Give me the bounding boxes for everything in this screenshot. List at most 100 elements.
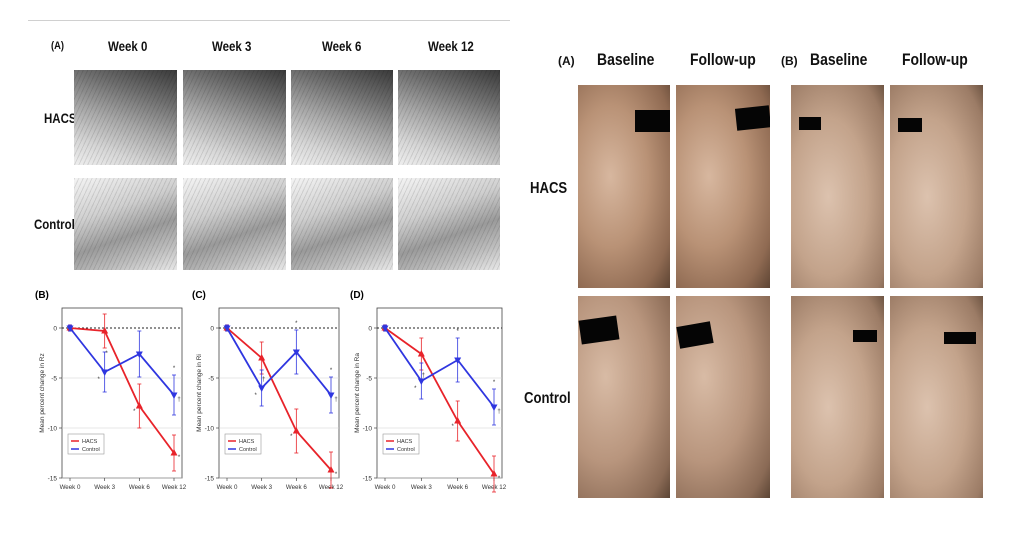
row-label-control: Control: [34, 216, 75, 232]
x-tick-label: Week 3: [94, 484, 115, 491]
significance-marker: *: [105, 351, 108, 357]
eye-censor-bar: [676, 321, 714, 349]
y-tick-label: 0: [53, 326, 57, 333]
data-point-hacs: [490, 470, 498, 477]
col-header-week3: Week 3: [212, 38, 252, 54]
chart-panel-label: (C): [192, 290, 206, 301]
replica-control-week3: [183, 178, 286, 270]
data-point-control: [258, 385, 266, 392]
y-tick-label: -15: [205, 476, 215, 483]
series-line-hacs: [226, 327, 332, 471]
significance-marker: †: [334, 397, 337, 403]
eye-censor-bar: [853, 330, 877, 342]
significance-marker: *: [178, 455, 181, 461]
legend-label: Control: [239, 447, 257, 453]
col-header-week6: Week 6: [322, 38, 362, 54]
x-tick-label: Week 3: [251, 484, 272, 491]
photo-control-followup-a: [676, 296, 770, 498]
y-tick-label: -5: [51, 376, 57, 383]
series-line-control: [69, 327, 175, 396]
x-tick-label: Week 6: [447, 484, 468, 491]
x-tick-label: Week 0: [217, 484, 238, 491]
significance-marker: †: [262, 377, 265, 383]
x-tick-label: Week 0: [375, 484, 396, 491]
figure-top-rule: [28, 20, 510, 21]
data-point-control: [101, 369, 109, 376]
series-line-hacs: [69, 327, 175, 454]
replica-control-week0: [74, 178, 177, 270]
y-tick-label: -5: [208, 376, 214, 383]
data-point-hacs: [135, 402, 143, 409]
data-point-control: [327, 392, 335, 399]
replica-hacs-week0: [74, 70, 177, 165]
left-panel-a-label: (A): [51, 40, 64, 52]
significance-marker: *: [335, 472, 338, 478]
legend-label: HACS: [397, 439, 413, 445]
data-point-hacs: [417, 350, 425, 357]
replica-control-week6: [291, 178, 393, 270]
significance-marker: *: [173, 366, 176, 372]
data-point-control: [292, 349, 300, 356]
x-tick-label: Week 0: [60, 484, 81, 491]
series-line-hacs: [384, 327, 495, 475]
significance-marker: *: [498, 476, 501, 482]
col-header-week12: Week 12: [428, 38, 474, 54]
replica-hacs-week3: [183, 70, 286, 165]
y-tick-label: -15: [363, 476, 373, 483]
col-header-baseline-b: Baseline: [810, 50, 868, 69]
significance-marker: *: [414, 386, 417, 392]
data-point-control: [381, 325, 389, 332]
data-point-control: [135, 351, 143, 358]
y-tick-label: -10: [205, 426, 215, 433]
data-point-control: [223, 325, 231, 332]
significance-marker: †: [422, 373, 425, 379]
right-row-label-hacs: HACS: [530, 180, 568, 197]
y-tick-label: 0: [368, 326, 372, 333]
significance-marker: †: [177, 397, 180, 403]
significance-marker: *: [456, 329, 459, 335]
significance-marker: *: [97, 377, 100, 383]
data-point-hacs: [292, 427, 300, 434]
x-tick-label: Week 12: [162, 484, 187, 491]
col-header-baseline-a: Baseline: [597, 50, 655, 69]
data-point-control: [490, 404, 498, 411]
replica-control-week12: [398, 178, 500, 270]
chart-panel-label: (B): [35, 290, 49, 301]
y-tick-label: -15: [48, 476, 58, 483]
significance-marker: *: [493, 380, 496, 386]
data-point-control: [454, 357, 462, 364]
significance-marker: *: [254, 393, 257, 399]
significance-marker: *: [451, 424, 454, 430]
photo-hacs-followup-b: [890, 85, 983, 288]
legend-label: Control: [82, 447, 100, 453]
legend-label: Control: [397, 447, 415, 453]
eye-censor-bar: [944, 332, 976, 344]
data-point-hacs: [327, 466, 335, 473]
photo-hacs-followup-a: [676, 85, 770, 288]
data-point-hacs: [454, 417, 462, 424]
significance-marker: *: [330, 368, 333, 374]
photo-control-baseline-b: [791, 296, 884, 498]
data-point-hacs: [170, 449, 178, 456]
eye-censor-bar: [734, 105, 770, 131]
chart-panel-label: (D): [350, 290, 364, 301]
significance-marker: *: [295, 321, 298, 327]
photo-control-baseline-a: [578, 296, 670, 498]
replica-hacs-week6: [291, 70, 393, 165]
x-tick-label: Week 6: [129, 484, 150, 491]
y-tick-label: -10: [363, 426, 373, 433]
eye-censor-bar: [898, 118, 922, 132]
y-axis-label: Mean percent change in Ri: [196, 354, 203, 432]
eye-censor-bar: [578, 315, 620, 345]
y-tick-label: -10: [48, 426, 58, 433]
significance-marker: *: [290, 434, 293, 440]
row-label-hacs: HACS: [44, 110, 77, 126]
x-tick-label: Week 3: [411, 484, 432, 491]
series-line-control: [226, 327, 332, 396]
legend-label: HACS: [239, 439, 255, 445]
eye-censor-bar: [799, 117, 821, 130]
right-panel-a-label: (A): [558, 54, 575, 68]
